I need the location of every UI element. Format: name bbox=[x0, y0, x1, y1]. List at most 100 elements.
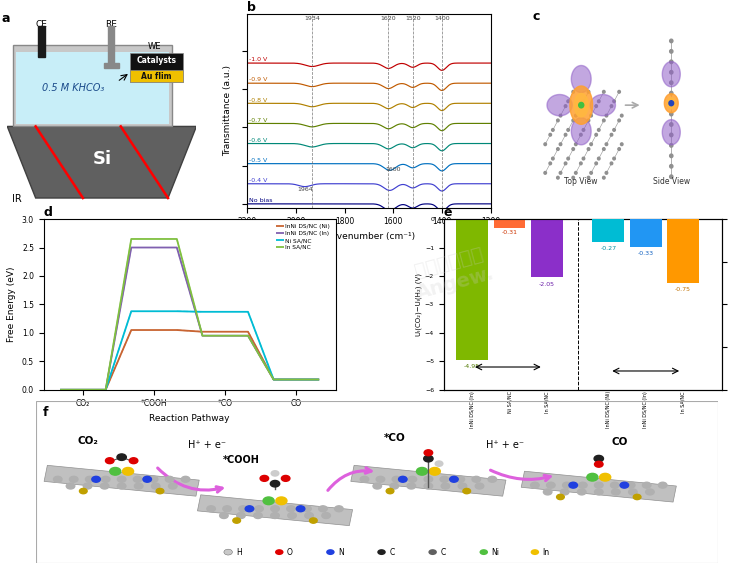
Circle shape bbox=[472, 476, 480, 483]
InNi DS/NC (Ni) bbox=[243, 328, 252, 335]
Circle shape bbox=[670, 81, 673, 84]
Text: 0.5 M KHCO₃: 0.5 M KHCO₃ bbox=[42, 83, 104, 93]
Circle shape bbox=[567, 157, 569, 160]
InNi DS/NC (In) bbox=[198, 332, 207, 339]
Circle shape bbox=[612, 489, 620, 495]
Circle shape bbox=[610, 133, 613, 136]
Circle shape bbox=[580, 105, 582, 108]
Circle shape bbox=[260, 476, 268, 481]
Circle shape bbox=[670, 71, 673, 74]
Circle shape bbox=[598, 157, 600, 160]
Text: c: c bbox=[533, 10, 540, 23]
Line: In SA/NC: In SA/NC bbox=[60, 239, 319, 390]
Line: InNi DS/NC (Ni): InNi DS/NC (Ni) bbox=[60, 330, 319, 390]
Text: 1600: 1600 bbox=[386, 167, 401, 172]
Circle shape bbox=[408, 476, 417, 483]
Circle shape bbox=[670, 50, 673, 53]
Circle shape bbox=[110, 468, 121, 475]
Circle shape bbox=[605, 171, 608, 174]
Bar bbox=[531, 219, 563, 278]
Circle shape bbox=[588, 119, 590, 122]
Ni SA/NC bbox=[198, 308, 207, 315]
Ni SA/NC bbox=[269, 376, 278, 383]
Circle shape bbox=[670, 175, 673, 179]
Circle shape bbox=[424, 455, 433, 462]
Text: 1400: 1400 bbox=[434, 16, 450, 21]
Bar bbox=[104, 63, 119, 68]
Circle shape bbox=[605, 143, 608, 146]
Circle shape bbox=[564, 133, 567, 136]
InNi DS/NC (In) bbox=[315, 376, 324, 383]
Circle shape bbox=[670, 123, 673, 126]
Circle shape bbox=[600, 473, 611, 481]
Circle shape bbox=[557, 494, 564, 500]
Circle shape bbox=[543, 489, 552, 495]
Text: -0.6 V: -0.6 V bbox=[249, 138, 267, 143]
Bar bbox=[667, 219, 699, 283]
Circle shape bbox=[79, 488, 87, 494]
Text: Top View: Top View bbox=[564, 178, 598, 187]
Circle shape bbox=[564, 105, 567, 108]
Text: CE: CE bbox=[36, 20, 47, 29]
Circle shape bbox=[552, 157, 554, 160]
Circle shape bbox=[407, 483, 416, 489]
Line: InNi DS/NC (In): InNi DS/NC (In) bbox=[60, 248, 319, 390]
Circle shape bbox=[563, 483, 571, 488]
Text: -0.27: -0.27 bbox=[600, 246, 616, 251]
Circle shape bbox=[579, 483, 587, 488]
Circle shape bbox=[610, 483, 619, 488]
Circle shape bbox=[582, 129, 585, 131]
Bar bbox=[456, 219, 488, 360]
Text: C: C bbox=[389, 547, 394, 556]
Circle shape bbox=[134, 483, 143, 489]
Text: CO: CO bbox=[612, 438, 628, 447]
Bar bbox=[630, 219, 662, 247]
Circle shape bbox=[552, 129, 554, 131]
Circle shape bbox=[106, 457, 114, 464]
Text: O: O bbox=[287, 547, 293, 556]
InNi DS/NC (Ni) bbox=[101, 386, 110, 393]
In SA/NC bbox=[101, 386, 110, 393]
Circle shape bbox=[254, 513, 262, 518]
Circle shape bbox=[376, 476, 385, 483]
Circle shape bbox=[580, 162, 582, 165]
Text: No bias: No bias bbox=[249, 198, 272, 203]
Circle shape bbox=[69, 476, 78, 483]
Circle shape bbox=[245, 506, 254, 512]
Text: 1620: 1620 bbox=[381, 16, 397, 21]
Circle shape bbox=[603, 148, 605, 150]
In SA/NC bbox=[55, 386, 64, 393]
Bar bbox=[38, 26, 45, 57]
Circle shape bbox=[582, 157, 585, 160]
Circle shape bbox=[572, 90, 574, 93]
Circle shape bbox=[613, 129, 615, 131]
Circle shape bbox=[544, 171, 547, 174]
Circle shape bbox=[271, 471, 279, 476]
Circle shape bbox=[572, 176, 574, 179]
Circle shape bbox=[276, 497, 287, 505]
Text: Side View: Side View bbox=[652, 178, 690, 187]
Circle shape bbox=[579, 102, 584, 108]
Circle shape bbox=[270, 513, 279, 518]
Circle shape bbox=[531, 549, 539, 555]
Circle shape bbox=[399, 476, 407, 483]
Circle shape bbox=[670, 39, 673, 43]
InNi DS/NC (Ni) bbox=[127, 327, 136, 333]
Text: -0.31: -0.31 bbox=[502, 230, 518, 235]
InNi DS/NC (In) bbox=[173, 244, 182, 251]
Circle shape bbox=[620, 143, 623, 146]
Circle shape bbox=[670, 143, 673, 147]
Ni SA/NC bbox=[173, 308, 182, 315]
Circle shape bbox=[634, 494, 641, 500]
InNi DS/NC (Ni) bbox=[173, 327, 182, 333]
Text: 侯军刚课题组
Angew.: 侯军刚课题组 Angew. bbox=[408, 243, 496, 303]
Circle shape bbox=[122, 468, 133, 475]
Circle shape bbox=[670, 60, 673, 64]
Circle shape bbox=[149, 476, 158, 483]
Line: Ni SA/NC: Ni SA/NC bbox=[60, 311, 319, 390]
Circle shape bbox=[429, 468, 440, 475]
Circle shape bbox=[319, 506, 327, 512]
Circle shape bbox=[424, 483, 432, 489]
Circle shape bbox=[559, 171, 562, 174]
Circle shape bbox=[424, 450, 432, 456]
